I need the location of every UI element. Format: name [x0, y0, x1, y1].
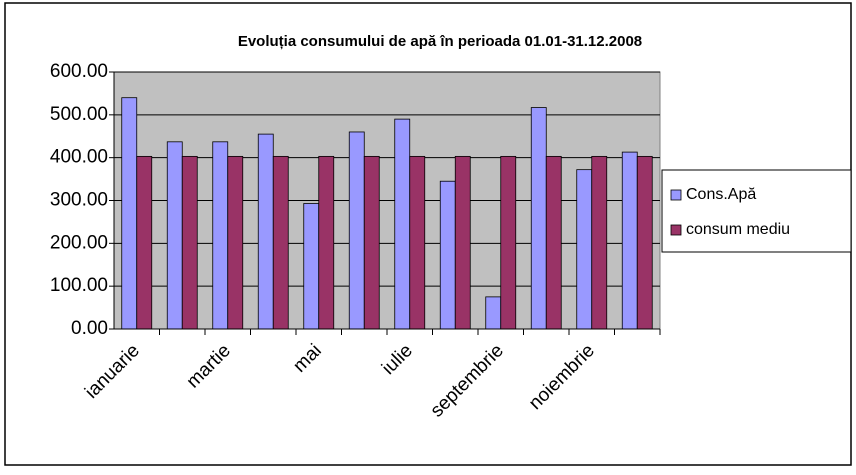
y-tick-label: 100.00 — [50, 275, 108, 296]
bar — [394, 118, 411, 330]
bar — [621, 151, 638, 330]
chart-title: Evoluția consumului de apă în perioada 0… — [238, 33, 642, 50]
bar — [227, 155, 244, 330]
bar — [454, 155, 471, 330]
bar — [545, 155, 562, 330]
bar — [257, 133, 274, 330]
y-tick-label: 500.00 — [50, 104, 108, 125]
legend-swatch — [670, 224, 682, 236]
y-tick-label: 600.00 — [50, 61, 108, 82]
bar — [136, 155, 153, 330]
bar — [500, 155, 517, 330]
bar — [409, 155, 426, 330]
y-tick-label: 300.00 — [50, 190, 108, 211]
bar — [348, 131, 365, 330]
bar — [363, 155, 380, 330]
y-tick-label: 200.00 — [50, 232, 108, 253]
y-tick-label: 0.00 — [71, 318, 108, 339]
legend-label: Cons.Apă — [686, 186, 756, 203]
bar — [591, 155, 608, 330]
y-tick-label: 400.00 — [50, 147, 108, 168]
bar — [212, 141, 229, 330]
bar — [166, 141, 183, 330]
bar — [636, 155, 653, 330]
bar — [439, 180, 456, 330]
bar — [530, 107, 547, 330]
bar — [576, 169, 593, 330]
bar — [181, 155, 198, 330]
bar — [121, 97, 138, 330]
bar — [303, 203, 320, 330]
bar — [272, 155, 289, 330]
bar — [485, 296, 502, 330]
bar — [318, 155, 335, 330]
legend-label: consum mediu — [686, 221, 790, 238]
legend-swatch — [670, 189, 682, 201]
legend-box — [661, 169, 852, 253]
